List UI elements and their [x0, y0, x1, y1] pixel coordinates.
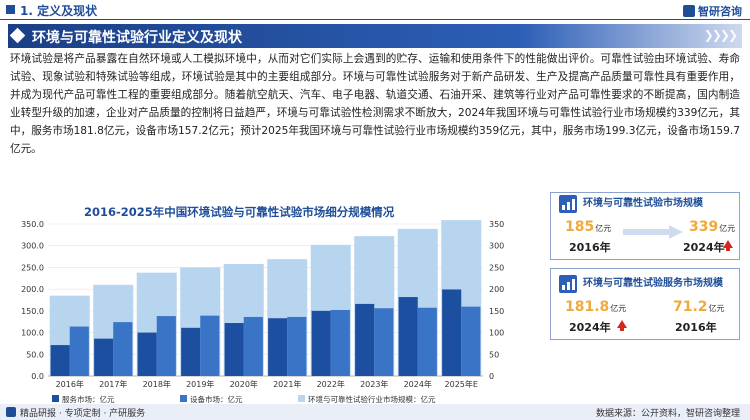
equipment-bar — [461, 306, 481, 376]
x-tick-label: 2021年 — [273, 379, 301, 389]
card-header: 环境与可靠性试验服务市场规模 — [551, 269, 739, 299]
y-tick-label: 50.0 — [26, 350, 44, 359]
legend-label: 服务市场：亿元 — [62, 394, 115, 404]
legend-swatch — [298, 395, 305, 402]
footer-source: 数据来源：公开资料，智研咨询整理 — [595, 409, 740, 419]
x-tick-label: 2016年 — [56, 379, 84, 389]
y-right-tick-label: 50 — [489, 350, 499, 359]
service-bar — [137, 332, 157, 376]
service-bar — [50, 345, 70, 376]
equipment-bar — [374, 308, 394, 376]
service-bar — [224, 323, 244, 376]
y-tick-label: 0.0 — [31, 372, 44, 381]
y-right-tick-label: 100 — [489, 329, 504, 338]
service-market-card: 环境与可靠性试验服务市场规模 181.8亿元 2024年 71.2亿元 2016… — [550, 268, 740, 340]
market-chart: 0.0 0 50.0 50 100.0 100 150.0 150 200.0 200 250.0 2… — [21, 220, 504, 404]
legend-swatch — [52, 395, 59, 402]
footer-slogan: 精品研报 · 专项定制 · 产研服务 — [20, 409, 146, 419]
up-arrow-icon — [723, 240, 733, 251]
service-bar — [355, 303, 375, 376]
x-tick-label: 2025年E — [445, 379, 478, 389]
brand: 智研咨询 — [683, 3, 742, 19]
card-body: 181.8亿元 2024年 71.2亿元 2016年 — [551, 299, 739, 339]
top-bar: 1. 定义及现状 智研咨询 — [0, 0, 750, 20]
y-tick-label: 350.0 — [21, 220, 44, 229]
brand-logo-icon — [683, 5, 695, 17]
left-value: 185亿元 — [565, 219, 612, 235]
service-bar — [311, 310, 331, 376]
right-value: 339亿元 — [689, 219, 736, 235]
x-tick-label: 2022年 — [317, 379, 345, 389]
legend-swatch — [180, 395, 187, 402]
brand-name: 智研咨询 — [698, 5, 742, 18]
market-size-card: 环境与可靠性试验市场规模 185亿元 2016年 339亿元 2024年 — [550, 192, 740, 260]
x-tick-label: 2018年 — [143, 379, 171, 389]
chart-title: 2016-2025年中国环境试验与可靠性试验市场细分规模情况 — [84, 205, 395, 219]
card-title: 环境与可靠性试验服务市场规模 — [583, 278, 723, 289]
equipment-bar — [287, 316, 307, 376]
card-header: 环境与可靠性试验市场规模 — [551, 193, 739, 215]
equipment-bar — [113, 322, 133, 376]
x-tick-label: 2019年 — [186, 379, 214, 389]
service-bar — [398, 297, 418, 376]
x-tick-label: 2024年 — [404, 379, 432, 389]
x-tick-label: 2020年 — [230, 379, 258, 389]
top-divider — [0, 19, 750, 20]
section-title: 1. 定义及现状 — [20, 4, 98, 18]
equipment-bar — [200, 315, 220, 376]
left-year: 2024年 — [569, 321, 611, 334]
equipment-bar — [69, 326, 89, 376]
x-tick-label: 2023年 — [360, 379, 388, 389]
left-year: 2016年 — [569, 241, 611, 254]
legend-label: 设备市场：亿元 — [190, 394, 243, 404]
service-bar — [442, 289, 462, 376]
right-year: 2016年 — [675, 321, 717, 334]
footer: 精品研报 · 专项定制 · 产研服务 数据来源：公开资料，智研咨询整理 — [0, 404, 750, 420]
right-value: 71.2亿元 — [673, 299, 725, 315]
right-arrow-icon — [623, 225, 683, 239]
section-marker — [6, 5, 15, 14]
y-right-tick-label: 350 — [489, 220, 504, 229]
card-title: 环境与可靠性试验市场规模 — [583, 198, 703, 209]
equipment-bar — [243, 316, 263, 376]
y-right-tick-label: 150 — [489, 307, 504, 316]
y-tick-label: 250.0 — [21, 263, 44, 272]
y-tick-label: 150.0 — [21, 307, 44, 316]
service-bar — [268, 318, 288, 376]
y-right-tick-label: 200 — [489, 285, 504, 294]
up-arrow-icon — [617, 320, 627, 331]
right-year: 2024年 — [683, 241, 725, 254]
service-bar — [94, 338, 114, 376]
y-tick-label: 300.0 — [21, 242, 44, 251]
y-tick-label: 200.0 — [21, 285, 44, 294]
card-body: 185亿元 2016年 339亿元 2024年 — [551, 215, 739, 259]
banner-title: 环境与可靠性试验行业定义及现状 — [32, 30, 242, 46]
legend-label: 环境与可靠性试验行业市场规模：亿元 — [308, 394, 436, 404]
y-tick-label: 100.0 — [21, 329, 44, 338]
bar-chart-icon — [559, 275, 577, 293]
y-right-tick-label: 250 — [489, 263, 504, 272]
service-bar — [181, 327, 201, 376]
y-right-tick-label: 300 — [489, 242, 504, 251]
diamond-icon — [9, 27, 26, 44]
bar-chart-icon — [559, 195, 577, 213]
title-banner: 环境与可靠性试验行业定义及现状 ❯❯❯❯ — [8, 24, 742, 48]
footer-logo-icon — [6, 407, 16, 417]
description-paragraph: 环境试验是将产品暴露在自然环境或人工模拟环境中，从而对它们实际上会遇到的贮存、运… — [10, 53, 740, 155]
equipment-bar — [330, 309, 350, 376]
chevrons-icon: ❯❯❯❯ — [703, 28, 738, 42]
x-tick-label: 2017年 — [99, 379, 127, 389]
equipment-bar — [417, 307, 437, 376]
y-right-tick-label: 0 — [489, 372, 494, 381]
left-value: 181.8亿元 — [565, 299, 627, 315]
equipment-bar — [156, 316, 176, 376]
